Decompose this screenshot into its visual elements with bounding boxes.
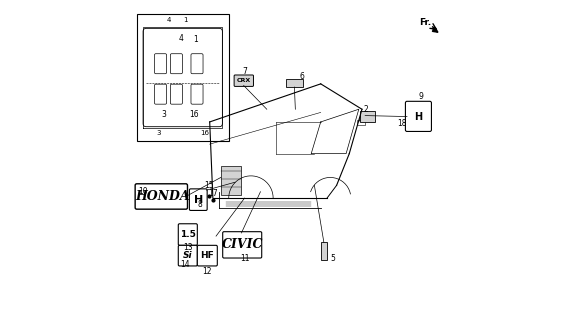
Text: Fr.: Fr. — [420, 18, 431, 27]
Text: 18: 18 — [397, 119, 406, 128]
Bar — [137, 14, 229, 141]
Bar — [321, 243, 327, 260]
FancyBboxPatch shape — [234, 75, 254, 86]
Text: 12: 12 — [202, 267, 212, 276]
Text: CIVIC: CIVIC — [221, 238, 263, 251]
Bar — [221, 166, 242, 195]
FancyBboxPatch shape — [190, 189, 207, 211]
FancyBboxPatch shape — [135, 184, 187, 209]
Text: 1.5: 1.5 — [180, 230, 196, 239]
Text: 1: 1 — [193, 35, 198, 44]
Text: 4: 4 — [179, 34, 184, 43]
FancyBboxPatch shape — [191, 84, 203, 104]
Text: 13: 13 — [184, 243, 193, 252]
Bar — [286, 79, 303, 87]
Text: 9: 9 — [418, 92, 423, 101]
FancyBboxPatch shape — [223, 232, 262, 258]
Text: H: H — [414, 112, 423, 122]
Bar — [357, 120, 365, 125]
Text: HONDA: HONDA — [135, 190, 190, 203]
Text: 4: 4 — [166, 17, 171, 23]
FancyBboxPatch shape — [191, 54, 203, 74]
FancyBboxPatch shape — [154, 84, 166, 104]
Text: 15: 15 — [204, 181, 214, 190]
Bar — [360, 111, 375, 122]
Text: 16: 16 — [201, 130, 209, 136]
FancyBboxPatch shape — [143, 28, 223, 127]
Text: 17: 17 — [209, 189, 218, 198]
FancyBboxPatch shape — [171, 54, 183, 74]
Text: HF: HF — [201, 251, 214, 260]
Text: 14: 14 — [180, 260, 190, 268]
Text: 7: 7 — [242, 67, 247, 76]
Text: 3: 3 — [157, 130, 161, 136]
Text: 11: 11 — [240, 254, 249, 263]
FancyBboxPatch shape — [178, 224, 197, 245]
Text: 10: 10 — [138, 187, 148, 196]
FancyBboxPatch shape — [171, 84, 183, 104]
Text: 3: 3 — [161, 109, 166, 118]
Text: 5: 5 — [330, 254, 335, 263]
Text: H: H — [194, 195, 203, 205]
Text: 2: 2 — [364, 105, 368, 114]
FancyBboxPatch shape — [178, 245, 197, 266]
Text: 1: 1 — [184, 17, 188, 23]
FancyBboxPatch shape — [197, 245, 217, 266]
FancyBboxPatch shape — [405, 101, 431, 132]
Text: 8: 8 — [197, 200, 202, 209]
Text: 16: 16 — [189, 109, 199, 118]
FancyBboxPatch shape — [154, 54, 166, 74]
Text: 6: 6 — [299, 72, 304, 81]
Text: Si: Si — [183, 251, 192, 260]
Text: CRX: CRX — [236, 78, 251, 83]
